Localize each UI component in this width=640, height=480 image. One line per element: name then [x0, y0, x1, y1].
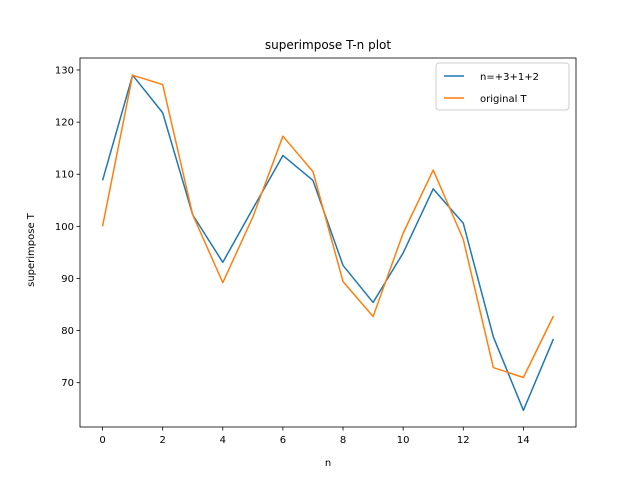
x-tick-label: 10	[397, 435, 410, 446]
y-tick-label: 110	[55, 170, 74, 181]
legend-label-series-2: original T	[480, 94, 528, 105]
y-tick-label: 120	[55, 118, 74, 129]
chart-title: superimpose T-n plot	[265, 38, 391, 52]
x-tick-label: 4	[220, 435, 226, 446]
y-tick-label: 70	[61, 378, 74, 389]
x-axis-label: n	[325, 458, 331, 469]
x-tick-label: 8	[340, 435, 346, 446]
y-axis-label: superimpose T	[26, 212, 37, 287]
legend-frame	[435, 62, 570, 111]
y-tick-label: 90	[61, 274, 74, 285]
x-tick-label: 2	[159, 435, 165, 446]
y-tick-label: 130	[55, 65, 74, 76]
series-line-1	[101, 74, 555, 412]
axes-frame	[79, 57, 577, 428]
series-line-2	[101, 74, 555, 379]
legend: n=+3+1+2 original T	[435, 62, 570, 111]
legend-label-series-1: n=+3+1+2	[480, 72, 539, 83]
y-tick-label: 80	[61, 326, 74, 337]
x-tick-label: 14	[517, 435, 530, 446]
x-tick-label: 0	[99, 435, 105, 446]
x-tick-label: 6	[280, 435, 286, 446]
y-tick-label: 100	[55, 222, 74, 233]
x-tick-label: 12	[457, 435, 470, 446]
plot-area: 0 2 4 6 8 10 12 14 70 80 90 100 110 120 130	[55, 57, 577, 446]
